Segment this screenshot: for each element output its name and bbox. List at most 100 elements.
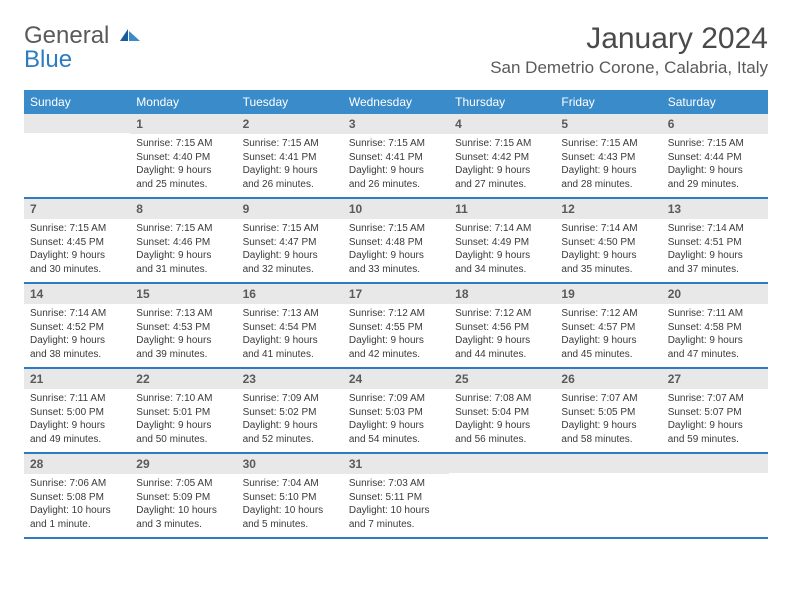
- day-number: 13: [662, 199, 768, 219]
- day-number: 20: [662, 284, 768, 304]
- day-number: [662, 454, 768, 473]
- day-details: Sunrise: 7:07 AM Sunset: 5:05 PM Dayligh…: [555, 389, 661, 452]
- brand-logo: General Blue: [24, 22, 141, 72]
- day-number: 14: [24, 284, 130, 304]
- day-details: Sunrise: 7:07 AM Sunset: 5:07 PM Dayligh…: [662, 389, 768, 452]
- day-number: 9: [237, 199, 343, 219]
- day-number: 5: [555, 114, 661, 134]
- day-cell: 28Sunrise: 7:06 AM Sunset: 5:08 PM Dayli…: [24, 454, 130, 537]
- day-number: 22: [130, 369, 236, 389]
- day-cell: 26Sunrise: 7:07 AM Sunset: 5:05 PM Dayli…: [555, 369, 661, 452]
- day-details: Sunrise: 7:13 AM Sunset: 4:54 PM Dayligh…: [237, 304, 343, 367]
- day-details: Sunrise: 7:13 AM Sunset: 4:53 PM Dayligh…: [130, 304, 236, 367]
- day-cell: 8Sunrise: 7:15 AM Sunset: 4:46 PM Daylig…: [130, 199, 236, 282]
- week-row: 21Sunrise: 7:11 AM Sunset: 5:00 PM Dayli…: [24, 369, 768, 454]
- day-cell: 7Sunrise: 7:15 AM Sunset: 4:45 PM Daylig…: [24, 199, 130, 282]
- day-number: 16: [237, 284, 343, 304]
- day-details: Sunrise: 7:15 AM Sunset: 4:47 PM Dayligh…: [237, 219, 343, 282]
- day-number: 31: [343, 454, 449, 474]
- day-number: 18: [449, 284, 555, 304]
- day-cell: 2Sunrise: 7:15 AM Sunset: 4:41 PM Daylig…: [237, 114, 343, 197]
- day-number: 12: [555, 199, 661, 219]
- day-details: Sunrise: 7:12 AM Sunset: 4:55 PM Dayligh…: [343, 304, 449, 367]
- day-number: 2: [237, 114, 343, 134]
- day-details: Sunrise: 7:11 AM Sunset: 4:58 PM Dayligh…: [662, 304, 768, 367]
- day-number: 24: [343, 369, 449, 389]
- day-number: 11: [449, 199, 555, 219]
- dow-wednesday: Wednesday: [343, 90, 449, 114]
- day-details: Sunrise: 7:15 AM Sunset: 4:48 PM Dayligh…: [343, 219, 449, 282]
- week-row: 7Sunrise: 7:15 AM Sunset: 4:45 PM Daylig…: [24, 199, 768, 284]
- day-number: 3: [343, 114, 449, 134]
- day-number: 21: [24, 369, 130, 389]
- day-number: 17: [343, 284, 449, 304]
- day-cell: 9Sunrise: 7:15 AM Sunset: 4:47 PM Daylig…: [237, 199, 343, 282]
- day-details: Sunrise: 7:09 AM Sunset: 5:03 PM Dayligh…: [343, 389, 449, 452]
- day-details: Sunrise: 7:12 AM Sunset: 4:57 PM Dayligh…: [555, 304, 661, 367]
- day-details: Sunrise: 7:15 AM Sunset: 4:43 PM Dayligh…: [555, 134, 661, 197]
- day-cell: 10Sunrise: 7:15 AM Sunset: 4:48 PM Dayli…: [343, 199, 449, 282]
- day-cell: 20Sunrise: 7:11 AM Sunset: 4:58 PM Dayli…: [662, 284, 768, 367]
- day-cell: 25Sunrise: 7:08 AM Sunset: 5:04 PM Dayli…: [449, 369, 555, 452]
- day-number: 28: [24, 454, 130, 474]
- week-row: 1Sunrise: 7:15 AM Sunset: 4:40 PM Daylig…: [24, 114, 768, 199]
- day-cell: [24, 114, 130, 197]
- dow-tuesday: Tuesday: [237, 90, 343, 114]
- day-cell: 19Sunrise: 7:12 AM Sunset: 4:57 PM Dayli…: [555, 284, 661, 367]
- day-details: Sunrise: 7:04 AM Sunset: 5:10 PM Dayligh…: [237, 474, 343, 537]
- day-cell: 5Sunrise: 7:15 AM Sunset: 4:43 PM Daylig…: [555, 114, 661, 197]
- day-cell: 29Sunrise: 7:05 AM Sunset: 5:09 PM Dayli…: [130, 454, 236, 537]
- calendar-page: General Blue January 2024 San Demetrio C…: [0, 0, 792, 561]
- week-row: 14Sunrise: 7:14 AM Sunset: 4:52 PM Dayli…: [24, 284, 768, 369]
- day-number: [449, 454, 555, 473]
- day-number: 26: [555, 369, 661, 389]
- week-row: 28Sunrise: 7:06 AM Sunset: 5:08 PM Dayli…: [24, 454, 768, 539]
- day-cell: 14Sunrise: 7:14 AM Sunset: 4:52 PM Dayli…: [24, 284, 130, 367]
- day-cell: 27Sunrise: 7:07 AM Sunset: 5:07 PM Dayli…: [662, 369, 768, 452]
- calendar-grid: Sunday Monday Tuesday Wednesday Thursday…: [24, 90, 768, 539]
- dow-saturday: Saturday: [662, 90, 768, 114]
- day-of-week-header: Sunday Monday Tuesday Wednesday Thursday…: [24, 90, 768, 114]
- dow-sunday: Sunday: [24, 90, 130, 114]
- day-details: Sunrise: 7:15 AM Sunset: 4:45 PM Dayligh…: [24, 219, 130, 282]
- day-cell: 18Sunrise: 7:12 AM Sunset: 4:56 PM Dayli…: [449, 284, 555, 367]
- day-details: Sunrise: 7:09 AM Sunset: 5:02 PM Dayligh…: [237, 389, 343, 452]
- day-number: 8: [130, 199, 236, 219]
- header: General Blue January 2024 San Demetrio C…: [24, 22, 768, 78]
- month-title: January 2024: [490, 22, 768, 56]
- day-number: 25: [449, 369, 555, 389]
- brand-text: General Blue: [24, 22, 141, 72]
- dow-friday: Friday: [555, 90, 661, 114]
- day-cell: 15Sunrise: 7:13 AM Sunset: 4:53 PM Dayli…: [130, 284, 236, 367]
- day-details: Sunrise: 7:14 AM Sunset: 4:50 PM Dayligh…: [555, 219, 661, 282]
- day-details: Sunrise: 7:06 AM Sunset: 5:08 PM Dayligh…: [24, 474, 130, 537]
- day-cell: 24Sunrise: 7:09 AM Sunset: 5:03 PM Dayli…: [343, 369, 449, 452]
- day-cell: 16Sunrise: 7:13 AM Sunset: 4:54 PM Dayli…: [237, 284, 343, 367]
- day-cell: [662, 454, 768, 537]
- day-cell: 4Sunrise: 7:15 AM Sunset: 4:42 PM Daylig…: [449, 114, 555, 197]
- day-details: Sunrise: 7:12 AM Sunset: 4:56 PM Dayligh…: [449, 304, 555, 367]
- day-number: 23: [237, 369, 343, 389]
- day-cell: 11Sunrise: 7:14 AM Sunset: 4:49 PM Dayli…: [449, 199, 555, 282]
- title-block: January 2024 San Demetrio Corone, Calabr…: [490, 22, 768, 78]
- day-details: Sunrise: 7:15 AM Sunset: 4:42 PM Dayligh…: [449, 134, 555, 197]
- day-details: Sunrise: 7:05 AM Sunset: 5:09 PM Dayligh…: [130, 474, 236, 537]
- day-cell: 1Sunrise: 7:15 AM Sunset: 4:40 PM Daylig…: [130, 114, 236, 197]
- day-number: 19: [555, 284, 661, 304]
- day-cell: 22Sunrise: 7:10 AM Sunset: 5:01 PM Dayli…: [130, 369, 236, 452]
- day-details: Sunrise: 7:11 AM Sunset: 5:00 PM Dayligh…: [24, 389, 130, 452]
- day-number: 10: [343, 199, 449, 219]
- day-details: Sunrise: 7:15 AM Sunset: 4:41 PM Dayligh…: [343, 134, 449, 197]
- day-cell: [449, 454, 555, 537]
- day-number: 4: [449, 114, 555, 134]
- flag-icon: [119, 24, 141, 48]
- brand-word-1: General: [24, 22, 109, 49]
- day-cell: 6Sunrise: 7:15 AM Sunset: 4:44 PM Daylig…: [662, 114, 768, 197]
- day-cell: 12Sunrise: 7:14 AM Sunset: 4:50 PM Dayli…: [555, 199, 661, 282]
- weeks-container: 1Sunrise: 7:15 AM Sunset: 4:40 PM Daylig…: [24, 114, 768, 539]
- day-details: Sunrise: 7:10 AM Sunset: 5:01 PM Dayligh…: [130, 389, 236, 452]
- day-cell: [555, 454, 661, 537]
- day-details: Sunrise: 7:08 AM Sunset: 5:04 PM Dayligh…: [449, 389, 555, 452]
- day-details: Sunrise: 7:14 AM Sunset: 4:49 PM Dayligh…: [449, 219, 555, 282]
- dow-thursday: Thursday: [449, 90, 555, 114]
